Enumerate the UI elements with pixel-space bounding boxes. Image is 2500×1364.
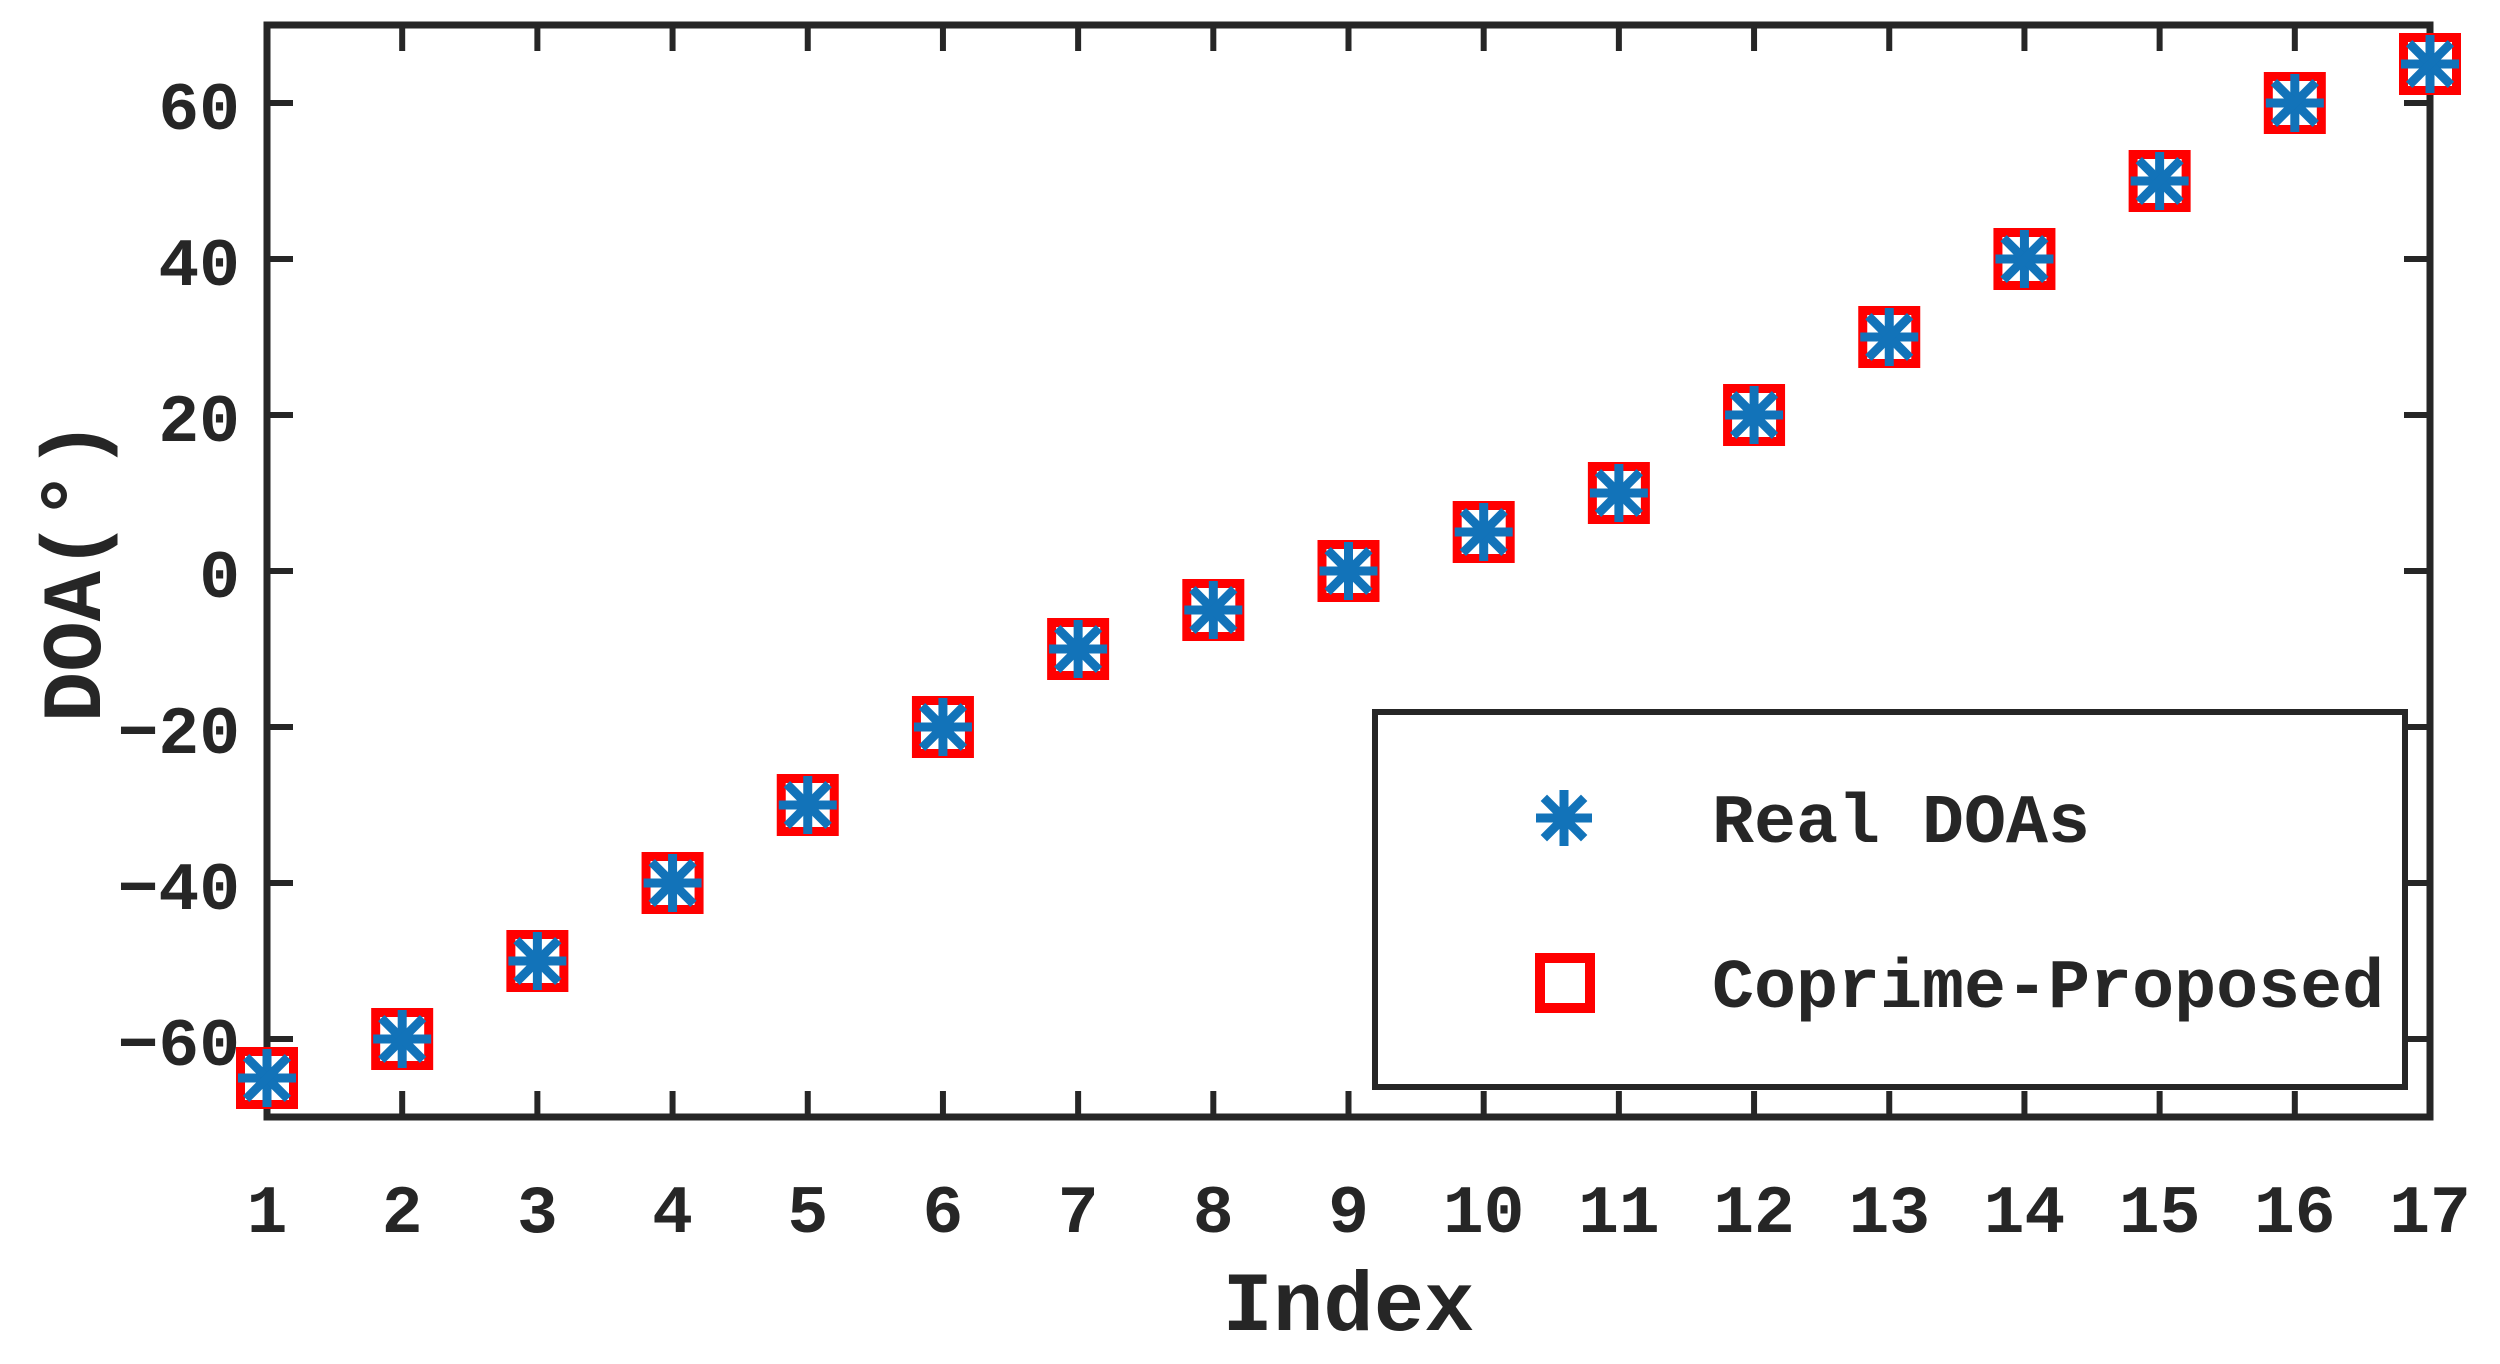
data-point-marker [508, 932, 567, 990]
data-point-marker [913, 698, 972, 756]
y-tick-label: −60 [118, 1009, 240, 1086]
x-tick-label: 17 [2389, 1176, 2471, 1253]
asterisk-spoke [648, 858, 697, 908]
y-tick-label: 20 [158, 385, 240, 462]
legend-box [1372, 709, 2408, 1090]
asterisk-spoke [2000, 234, 2049, 284]
asterisk-spoke [1189, 585, 1238, 635]
x-tick-label: 12 [1713, 1176, 1795, 1253]
x-tick-label: 2 [382, 1176, 423, 1253]
data-point-marker [1860, 308, 1919, 366]
data-point-marker [373, 1010, 432, 1068]
legend: Real DOAs Coprime-Proposed [1372, 709, 2408, 1090]
asterisk-spoke [1459, 507, 1508, 557]
data-point-marker [238, 1049, 296, 1107]
x-tick-label: 9 [1328, 1176, 1369, 1253]
asterisk-spoke [378, 1014, 427, 1064]
y-axis-label: DOA(°) [31, 420, 126, 722]
data-point-marker [2401, 35, 2459, 93]
y-tick-label: −40 [118, 853, 240, 930]
legend-marker-asterisk [1536, 790, 1592, 846]
x-tick-label: 8 [1193, 1176, 1234, 1253]
x-tick-label: 15 [2119, 1176, 2201, 1253]
x-tick-label: 13 [1848, 1176, 1930, 1253]
asterisk-spoke [1865, 312, 1914, 362]
y-tick-label: 40 [158, 229, 240, 306]
legend-label: Coprime-Proposed [1712, 950, 2384, 1029]
data-point-marker [2130, 152, 2189, 210]
x-tick-label: 16 [2254, 1176, 2336, 1253]
data-point-marker [1049, 620, 1108, 678]
x-tick-label: 4 [652, 1176, 693, 1253]
asterisk-spoke [918, 702, 967, 752]
x-tick-label: 3 [517, 1176, 558, 1253]
asterisk-spoke [1324, 546, 1373, 596]
legend-label: Real DOAs [1712, 785, 2090, 864]
x-tick-label: 11 [1578, 1176, 1660, 1253]
x-tick-label: 1 [247, 1176, 288, 1253]
data-point-marker [2265, 74, 2324, 132]
series-asterisk [238, 35, 2459, 1107]
y-tick-label: 60 [158, 73, 240, 150]
data-point-marker [1995, 230, 2054, 288]
x-tick-label: 14 [1984, 1176, 2066, 1253]
asterisk-spoke [2135, 156, 2184, 206]
asterisk-spoke [2270, 78, 2319, 128]
data-point-marker [1725, 386, 1784, 444]
asterisk-spoke [1054, 624, 1103, 674]
x-tick-label: 7 [1058, 1176, 1099, 1253]
x-axis-label: Index [1222, 1261, 1474, 1356]
y-tick-label: 0 [199, 541, 240, 618]
x-tick-label: 10 [1443, 1176, 1525, 1253]
asterisk-spoke [1594, 468, 1643, 518]
x-tick-label: 5 [787, 1176, 828, 1253]
asterisk-spoke [1730, 390, 1779, 440]
data-point-marker [1184, 581, 1243, 639]
asterisk-spoke [1540, 794, 1588, 842]
asterisk-spoke [242, 1053, 292, 1103]
y-tick-label: −20 [118, 697, 240, 774]
data-point-marker [1319, 542, 1378, 600]
data-point-marker [1454, 503, 1513, 561]
asterisk-spoke [2405, 39, 2455, 89]
x-tick-label: 6 [923, 1176, 964, 1253]
asterisk-spoke [513, 936, 562, 986]
data-point-marker [1589, 464, 1648, 522]
legend-marker-square [1535, 953, 1595, 1013]
data-point-marker [643, 854, 702, 912]
asterisk-spoke [783, 780, 832, 830]
data-point-marker [778, 776, 837, 834]
